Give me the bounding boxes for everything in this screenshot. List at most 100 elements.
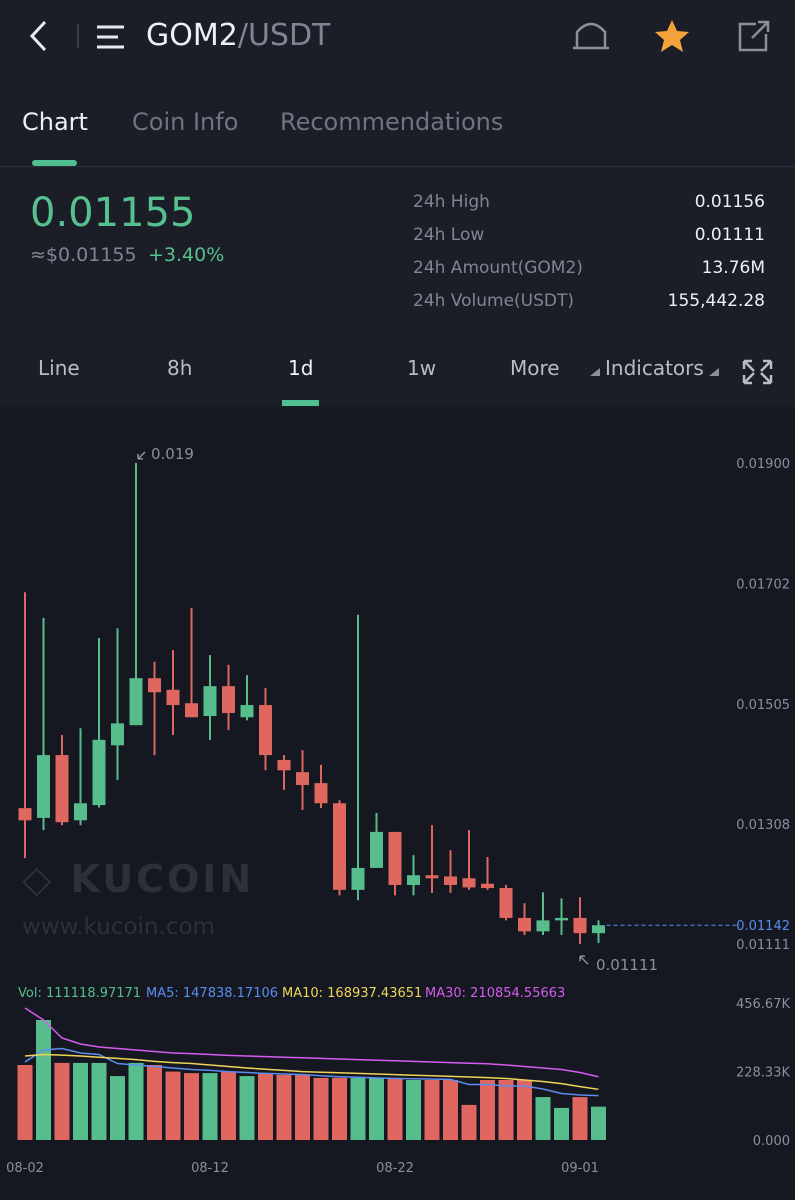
pair-base: GOM2 xyxy=(146,18,238,53)
volume-bar xyxy=(184,1073,199,1140)
tab[interactable]: Chart xyxy=(22,108,88,136)
menu-icon[interactable] xyxy=(97,25,124,49)
last-price: 0.01155 xyxy=(30,190,196,236)
tab[interactable]: Coin Info xyxy=(132,108,239,136)
x-tick-label: 08-22 xyxy=(376,1161,414,1176)
candle-body xyxy=(240,705,254,718)
volume-bar xyxy=(91,1062,107,1140)
marker-arrow xyxy=(137,451,146,460)
fullscreen-icon[interactable] xyxy=(742,359,773,385)
volume-bar xyxy=(258,1073,273,1140)
back-icon[interactable] xyxy=(29,20,47,52)
candle-body xyxy=(536,920,550,932)
candle-body xyxy=(314,783,328,804)
candle-body xyxy=(166,689,180,706)
candle-body xyxy=(481,883,494,889)
stat-value: 155,442.28 xyxy=(667,291,765,311)
volume-bar xyxy=(535,1097,551,1140)
candle-body xyxy=(499,888,513,918)
volume-bar xyxy=(517,1080,532,1140)
volume-bar xyxy=(461,1104,477,1140)
candle-body xyxy=(370,831,383,868)
stat-label: 24h Volume(USDT) xyxy=(413,291,575,311)
candle-body xyxy=(37,755,50,818)
y-tick-label: 0.01111 xyxy=(736,938,790,953)
volume-bar xyxy=(369,1077,384,1140)
candle-body xyxy=(407,875,420,885)
interval[interactable]: More xyxy=(510,356,560,380)
candle-body xyxy=(573,917,587,934)
candle-body xyxy=(185,703,198,718)
volume-bar xyxy=(128,1062,144,1140)
x-tick-label: 08-02 xyxy=(6,1161,44,1176)
interval[interactable]: 8h xyxy=(167,356,193,380)
volume-bar xyxy=(406,1080,421,1140)
candle-body xyxy=(518,917,531,932)
volume-bar xyxy=(165,1071,181,1140)
interval-icons xyxy=(590,359,773,385)
watermark-logo: ◇ xyxy=(22,857,70,901)
candle-body xyxy=(425,875,439,879)
candle-body xyxy=(462,878,476,888)
pair-quote: /USDT xyxy=(237,18,331,53)
y-tick-label: 0.01505 xyxy=(736,698,790,713)
interval[interactable]: 1w xyxy=(407,356,437,380)
y-tick-label: 0.01702 xyxy=(736,578,790,593)
tab-indicator xyxy=(32,160,77,166)
interval[interactable]: Line xyxy=(38,356,80,380)
candle-body xyxy=(555,917,568,921)
watermark-url: www.kucoin.com xyxy=(22,914,215,940)
x-tick-label: 08-12 xyxy=(191,1161,229,1176)
volume-bar xyxy=(387,1077,403,1140)
volume-legend: Vol: 111118.97171 xyxy=(18,986,141,1001)
candle-body xyxy=(55,755,69,823)
candle-body xyxy=(203,686,217,717)
volume-bar xyxy=(591,1106,606,1140)
y-tick-label: 0.000 xyxy=(753,1134,790,1149)
change: +3.40% xyxy=(148,244,225,266)
candle-body xyxy=(592,925,605,934)
candle-body xyxy=(444,876,457,885)
last-price-label: 0.01142 xyxy=(736,919,790,934)
candle-body xyxy=(18,808,32,821)
ma-line xyxy=(24,1007,599,1078)
interval[interactable]: Indicators xyxy=(605,356,704,380)
share-icon[interactable] xyxy=(738,20,770,52)
ma-line xyxy=(24,1053,599,1091)
stat-value: 0.01156 xyxy=(694,192,765,212)
tab[interactable]: Recommendations xyxy=(280,108,504,136)
volume-bar xyxy=(554,1107,569,1140)
volume-bar xyxy=(54,1062,70,1140)
favorite-icon[interactable] xyxy=(655,20,689,52)
candle-body xyxy=(296,772,309,785)
stat-value: 13.76M xyxy=(701,258,765,278)
watermark: ◇ KUCOIN xyxy=(22,857,254,901)
ma-legend: MA30: 210854.55663 xyxy=(425,986,565,1001)
candle-body xyxy=(277,759,291,771)
candle-body xyxy=(129,678,143,726)
y-tick-label: 228.33K xyxy=(736,1066,790,1081)
volume-bar xyxy=(17,1065,33,1140)
candle-body xyxy=(74,803,87,821)
volume-bar xyxy=(239,1076,255,1140)
candle-body xyxy=(222,686,235,713)
alert-icon[interactable] xyxy=(573,22,609,50)
candle-body xyxy=(111,723,124,746)
top-icons xyxy=(29,20,770,52)
interval[interactable]: 1d xyxy=(288,356,314,380)
interval-indicator xyxy=(282,400,319,406)
watermark-text: KUCOIN xyxy=(70,857,254,901)
volume-bar xyxy=(313,1077,329,1140)
candle-body xyxy=(92,739,106,806)
ma-line xyxy=(24,1047,599,1097)
candle-body xyxy=(333,803,346,890)
candle-body xyxy=(259,705,272,756)
volume-bar xyxy=(572,1097,588,1140)
ma-legend: MA5: 147838.17106 xyxy=(146,986,278,1001)
stat-label: 24h High xyxy=(413,192,490,212)
ma-legend: MA10: 168937.43651 xyxy=(282,986,422,1001)
y-tick-label: 0.01308 xyxy=(736,818,790,833)
volume-bar xyxy=(73,1062,88,1140)
volume-bar xyxy=(443,1080,458,1140)
